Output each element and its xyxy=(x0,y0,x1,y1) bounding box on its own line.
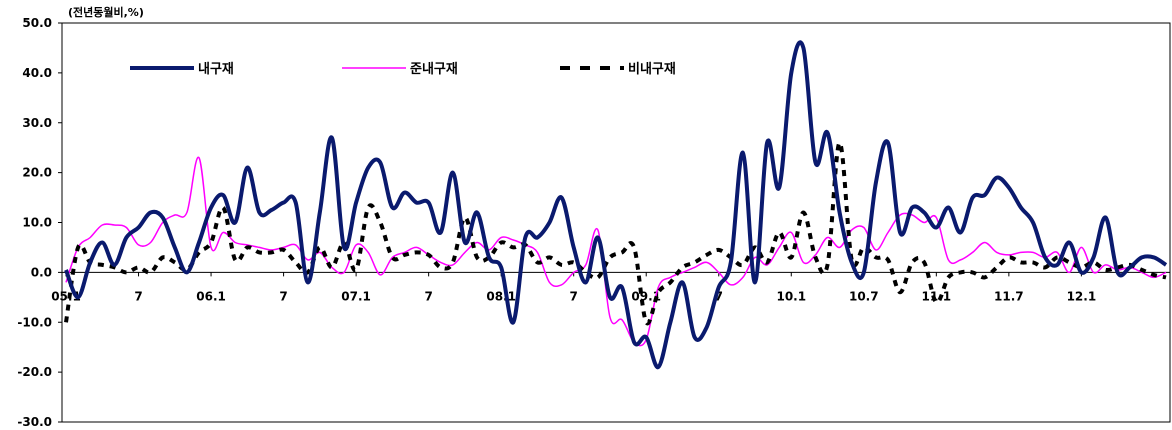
y-tick-label: 40.0 xyxy=(22,66,52,80)
x-tick-label: 7 xyxy=(134,289,142,303)
unit-label: (전년동월비,%) xyxy=(68,5,144,19)
legend-label-2: 준내구재 xyxy=(410,61,458,77)
x-tick-label: 10.1 xyxy=(776,289,806,303)
legend: 내구재 준내구재 비내구재 xyxy=(130,61,676,77)
series-line-1 xyxy=(64,40,1168,370)
x-tick-label: 7 xyxy=(424,289,432,303)
y-tick-label: 10.0 xyxy=(22,216,52,230)
x-tick-label: 09.1 xyxy=(631,289,661,303)
y-tick-label: 30.0 xyxy=(22,116,52,130)
x-tick-label: 07.1 xyxy=(341,289,371,303)
legend-label-3: 비내구재 xyxy=(628,61,676,77)
y-tick-label: 50.0 xyxy=(22,16,52,30)
y-tick-label: -20.0 xyxy=(17,365,52,379)
x-tick-label: 7 xyxy=(715,289,723,303)
x-tick-label: 06.1 xyxy=(196,289,226,303)
y-tick-label: 20.0 xyxy=(22,166,52,180)
x-tick-label: 12.1 xyxy=(1067,289,1097,303)
x-tick-label: 7 xyxy=(570,289,578,303)
y-tick-label: -30.0 xyxy=(17,415,52,429)
y-tick-label: -10.0 xyxy=(17,315,52,329)
series-lines xyxy=(64,40,1168,370)
axes xyxy=(58,22,1171,423)
y-axis-labels: 50.0 40.0 30.0 20.0 10.0 0.0 -10.0 -20.0 -30.0 xyxy=(17,16,52,429)
x-axis-labels: 05.1 7 06.1 7 07.1 7 08.1 7 09.1 7 10.1 10.7 11.1 11.… xyxy=(51,289,1096,303)
series-line-3 xyxy=(64,140,1167,326)
x-tick-label: 7 xyxy=(279,289,287,303)
x-tick-label: 08.1 xyxy=(486,289,516,303)
y-tick-label: 0.0 xyxy=(31,265,52,279)
x-tick-label: 10.7 xyxy=(849,289,879,303)
series-line-2 xyxy=(65,156,1167,347)
legend-label-1: 내구재 xyxy=(198,61,234,77)
x-tick-label: 11.7 xyxy=(994,289,1024,303)
